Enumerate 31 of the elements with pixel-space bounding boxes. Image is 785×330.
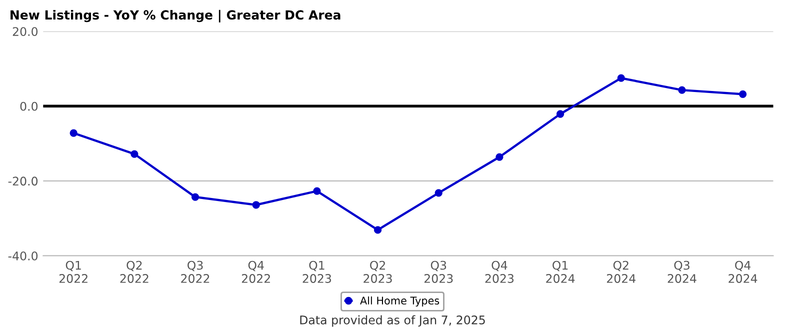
point [617, 74, 625, 82]
point [738, 90, 747, 98]
y-tick-label: 20.0 [12, 27, 38, 36]
point [130, 150, 138, 158]
point [496, 153, 504, 161]
point [556, 110, 564, 118]
point [678, 86, 686, 94]
x-tick-label: Q1 2022 [59, 260, 88, 283]
chart-title: New Listings - YoY % Change | Greater DC Area [10, 10, 340, 22]
x-tick-label: Q3 2024 [668, 260, 696, 283]
x-tick-label: Q3 2023 [424, 260, 453, 283]
point [374, 226, 382, 234]
point [252, 201, 260, 209]
x-tick-label: Q1 2023 [302, 260, 332, 283]
x-tick-label: Q2 2022 [120, 260, 148, 283]
y-tick-label: -20.0 [8, 176, 38, 186]
x-tick-label: Q1 2024 [546, 260, 575, 283]
text: Data provided as of Jan 7, 2025 [300, 315, 485, 327]
point [313, 187, 321, 195]
point [191, 193, 200, 201]
x-tick-label: Q4 2024 [728, 260, 758, 283]
y-tick-label: 0.0 [20, 102, 38, 111]
y-tick-label: -40.0 [8, 251, 38, 260]
point [434, 189, 442, 197]
legend-label: All Home Types [360, 296, 440, 307]
x-tick-label: Q2 2024 [606, 260, 636, 283]
x-tick-label: Q3 2022 [181, 260, 210, 283]
x-tick-label: Q4 2023 [485, 260, 514, 283]
point [70, 129, 78, 137]
x-tick-label: Q2 2023 [364, 260, 392, 283]
x-tick-label: Q4 2022 [242, 260, 270, 283]
